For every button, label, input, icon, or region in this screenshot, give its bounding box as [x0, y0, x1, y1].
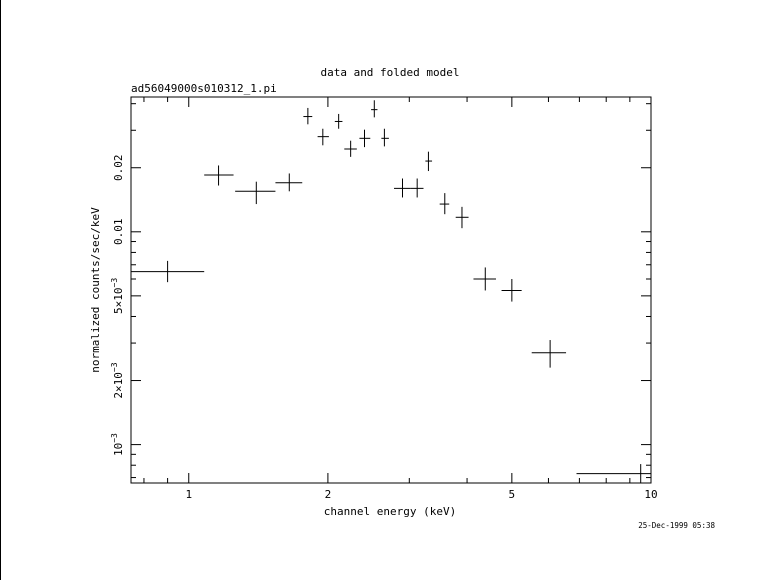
data-point: [576, 464, 651, 483]
data-point: [394, 178, 411, 198]
data-point: [334, 113, 343, 129]
data-point: [303, 107, 313, 125]
y-axis-label: normalized counts/sec/keV: [89, 207, 102, 373]
data-point: [381, 128, 389, 147]
data-point: [317, 128, 329, 146]
data-point: [235, 181, 276, 205]
x-tick-label: 2: [325, 488, 332, 501]
window-frame-edge: [0, 0, 1, 580]
data-point: [501, 279, 522, 302]
data-point: [344, 140, 357, 157]
timestamp: 25-Dec-1999 05:38: [638, 521, 715, 530]
x-tick-label: 1: [185, 488, 192, 501]
data-point: [473, 267, 496, 291]
x-tick-labels: 1 2 5 10: [185, 488, 657, 501]
y-tick-labels: 10−3 2×10−3 5×10−3 0.01 0.02: [110, 154, 125, 456]
data-point: [131, 260, 205, 283]
data-point: [204, 165, 234, 186]
y-tick-label: 10−3: [110, 433, 125, 456]
chart-subtitle: ad56049000s010312_1.pi: [131, 82, 277, 95]
data-point: [371, 100, 378, 118]
x-tick-label: 5: [509, 488, 516, 501]
data-points: [131, 100, 651, 483]
x-axis-label: channel energy (keV): [324, 505, 456, 518]
y-tick-label: 2×10−3: [110, 362, 125, 398]
chart-title: data and folded model: [320, 66, 459, 79]
y-tick-label: 5×10−3: [110, 278, 125, 314]
data-point: [275, 173, 303, 192]
plot-frame: [130, 96, 652, 484]
tick-marks: [131, 97, 652, 483]
data-point: [531, 340, 567, 368]
x-tick-label: 10: [644, 488, 657, 501]
data-point: [455, 206, 469, 229]
data-point: [410, 178, 424, 198]
y-tick-label: 0.01: [112, 219, 125, 246]
y-tick-label: 0.02: [112, 154, 125, 181]
data-point: [425, 151, 433, 172]
data-point: [439, 193, 450, 215]
data-point: [359, 129, 371, 148]
